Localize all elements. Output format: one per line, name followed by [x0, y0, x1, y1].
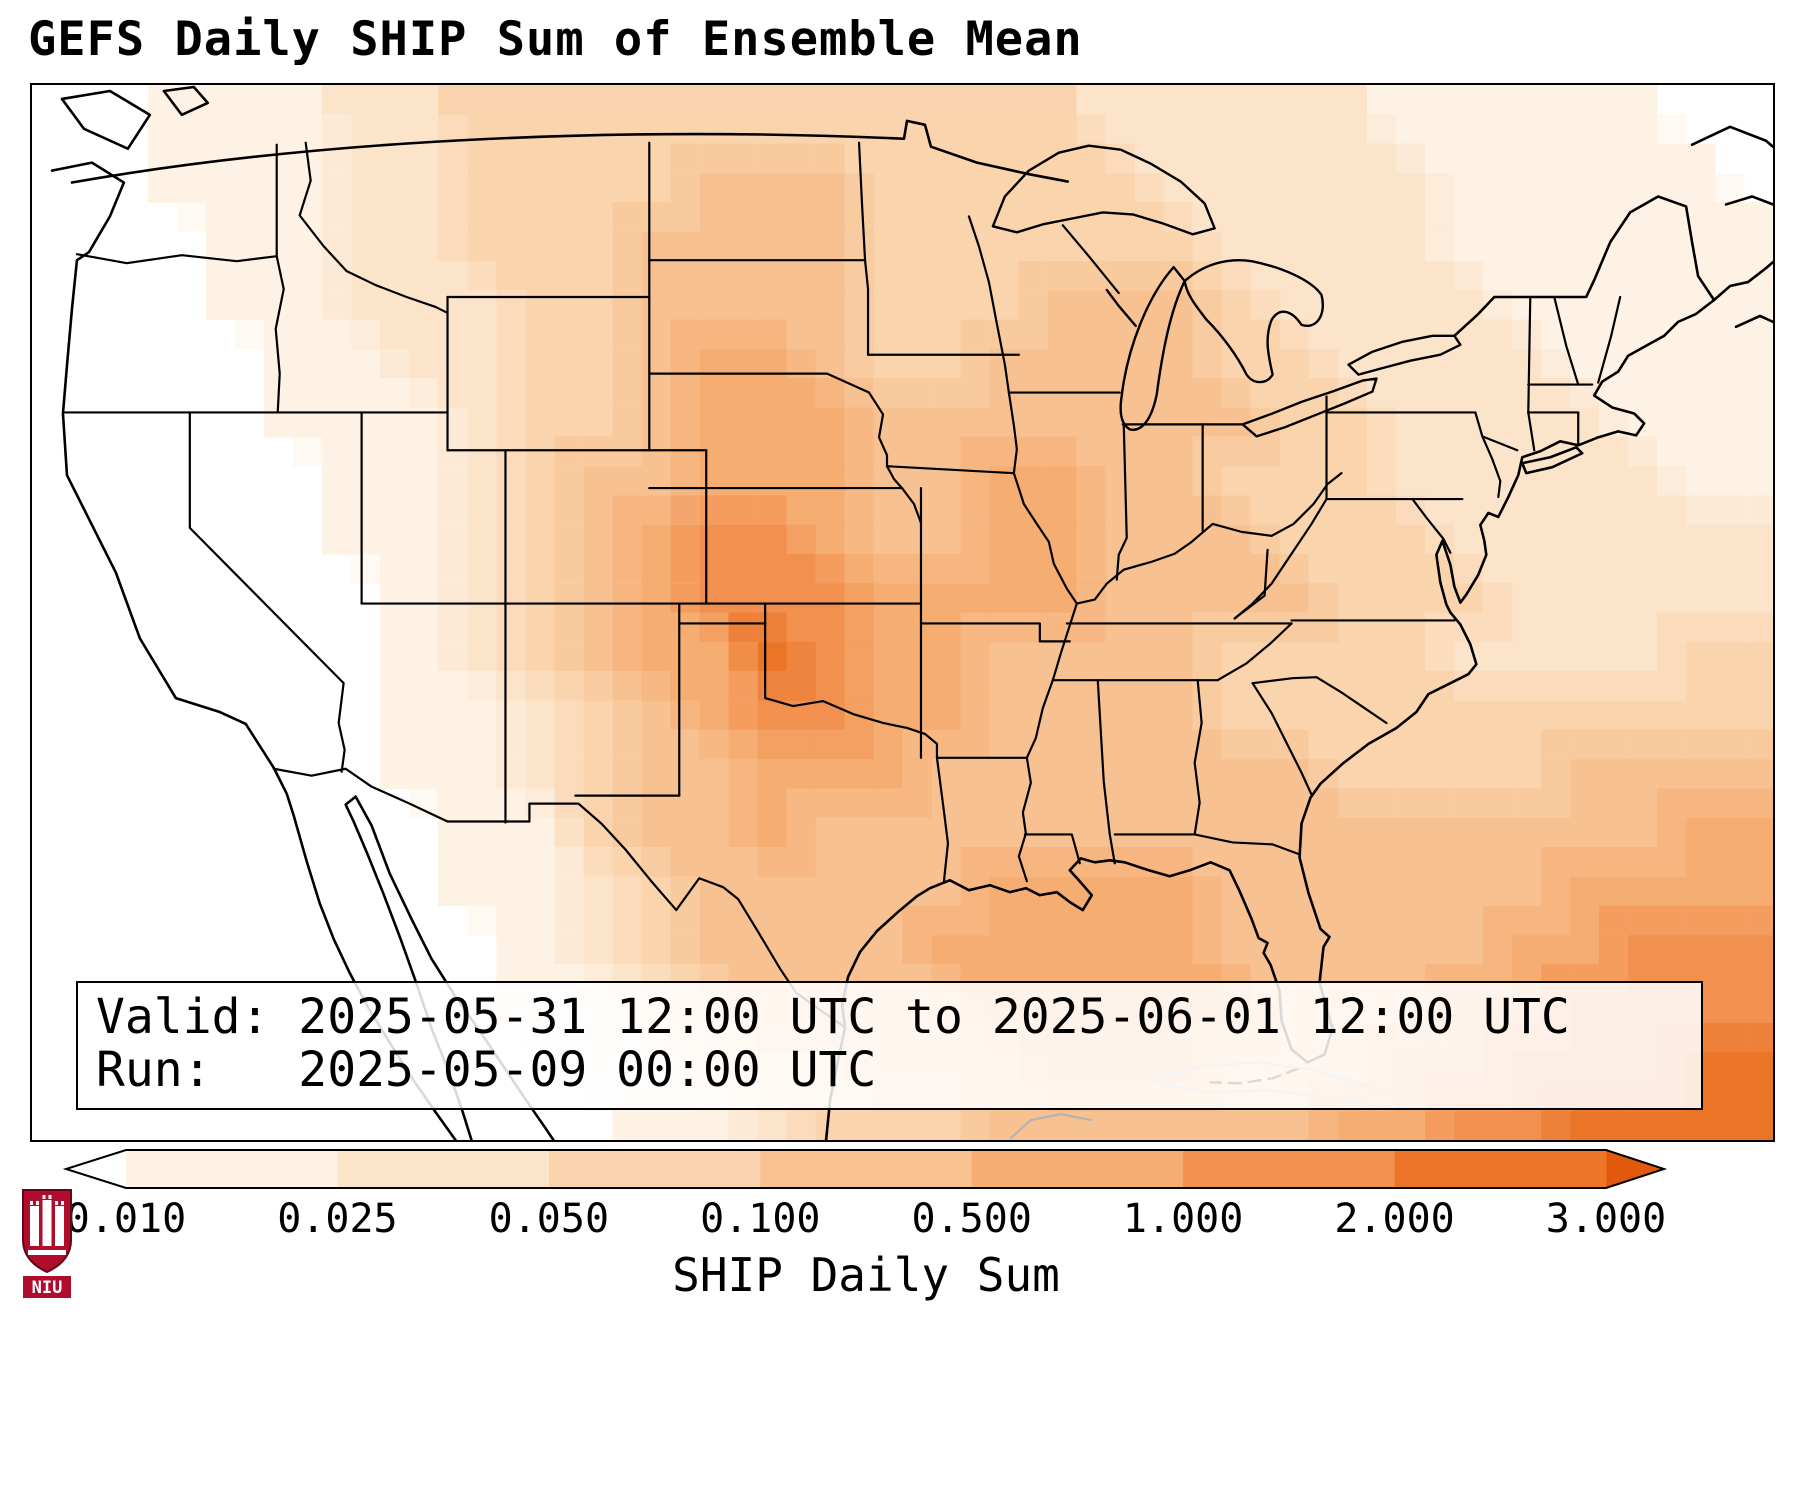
- map-panel: Valid: 2025-05-31 12:00 UTC to 2025-06-0…: [30, 83, 1775, 1142]
- niu-wordmark-text: NIU: [32, 1278, 63, 1298]
- green-bay-outline: [1105, 288, 1137, 328]
- lake-superior-outline: [991, 144, 1216, 236]
- colorbar-tick-label: 0.050: [488, 1196, 610, 1242]
- colorbar-tick-label: 0.025: [277, 1196, 398, 1242]
- colorbar-tick-label: 1.000: [1122, 1196, 1244, 1242]
- maritimes-coast-4: [1724, 195, 1773, 206]
- lake-erie-outline: [1241, 377, 1378, 438]
- colorbar-tick-labels: 0.010 0.025 0.050 0.100 0.500 1.000 2.000 3.000: [0, 1196, 1803, 1246]
- colorbar-tick-label: 2.000: [1334, 1196, 1455, 1242]
- atlantic-gulf-coastline: [824, 298, 1716, 1140]
- lake-michigan-outline: [1119, 265, 1186, 431]
- colorbar-tick-label: 0.010: [65, 1196, 187, 1242]
- lake-ontario-outline: [1347, 334, 1462, 376]
- niu-logo: NIU: [22, 1189, 72, 1298]
- nw-island-outline: [162, 85, 210, 117]
- colorbar-axis-label: SHIP Daily Sum: [672, 1248, 1060, 1302]
- lake-huron-outline: [1183, 259, 1324, 384]
- colorbar-tick-label: 0.500: [911, 1196, 1032, 1242]
- us-canada-border: [70, 119, 1070, 184]
- maritimes-coast-3: [1690, 125, 1773, 149]
- niu-castle-icon: [28, 1195, 66, 1255]
- long-island-outline: [1520, 445, 1584, 475]
- maritimes-coast-2: [1734, 314, 1773, 329]
- state-borders-layer: [63, 141, 1622, 1029]
- yucatan-outline: [1009, 1113, 1092, 1140]
- maritimes-coast-1: [1712, 260, 1773, 302]
- run-time-text: Run: 2025-05-09 00:00 UTC: [96, 1042, 877, 1099]
- niu-wordmark-box: [23, 1276, 71, 1298]
- colorbar-svg: [62, 1149, 1668, 1189]
- great-lakes-layer: [991, 144, 1462, 438]
- st-lawrence-border: [1453, 195, 1716, 338]
- colorbar: [60, 1147, 1670, 1191]
- colorbar-tick-label: 0.100: [700, 1196, 821, 1242]
- page-title: GEFS Daily SHIP Sum of Ensemble Mean: [28, 12, 1083, 67]
- valid-run-info-box: Valid: 2025-05-31 12:00 UTC to 2025-06-0…: [76, 980, 1703, 1110]
- colorbar-tick-label: 3.000: [1545, 1196, 1667, 1242]
- valid-time-text: Valid: 2025-05-31 12:00 UTC to 2025-06-0…: [96, 988, 1570, 1045]
- vancouver-island-outline: [60, 89, 152, 150]
